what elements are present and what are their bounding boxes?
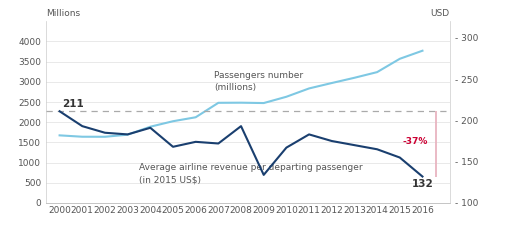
Text: Average airline revenue per departing passenger
(in 2015 US$): Average airline revenue per departing pa… bbox=[139, 163, 363, 184]
Text: 132: 132 bbox=[411, 179, 433, 189]
Text: Passengers number
(millions): Passengers number (millions) bbox=[214, 71, 303, 92]
Text: USD: USD bbox=[431, 8, 450, 18]
Text: Millions: Millions bbox=[46, 8, 80, 18]
Text: 211: 211 bbox=[62, 99, 84, 109]
Text: -37%: -37% bbox=[402, 136, 427, 146]
